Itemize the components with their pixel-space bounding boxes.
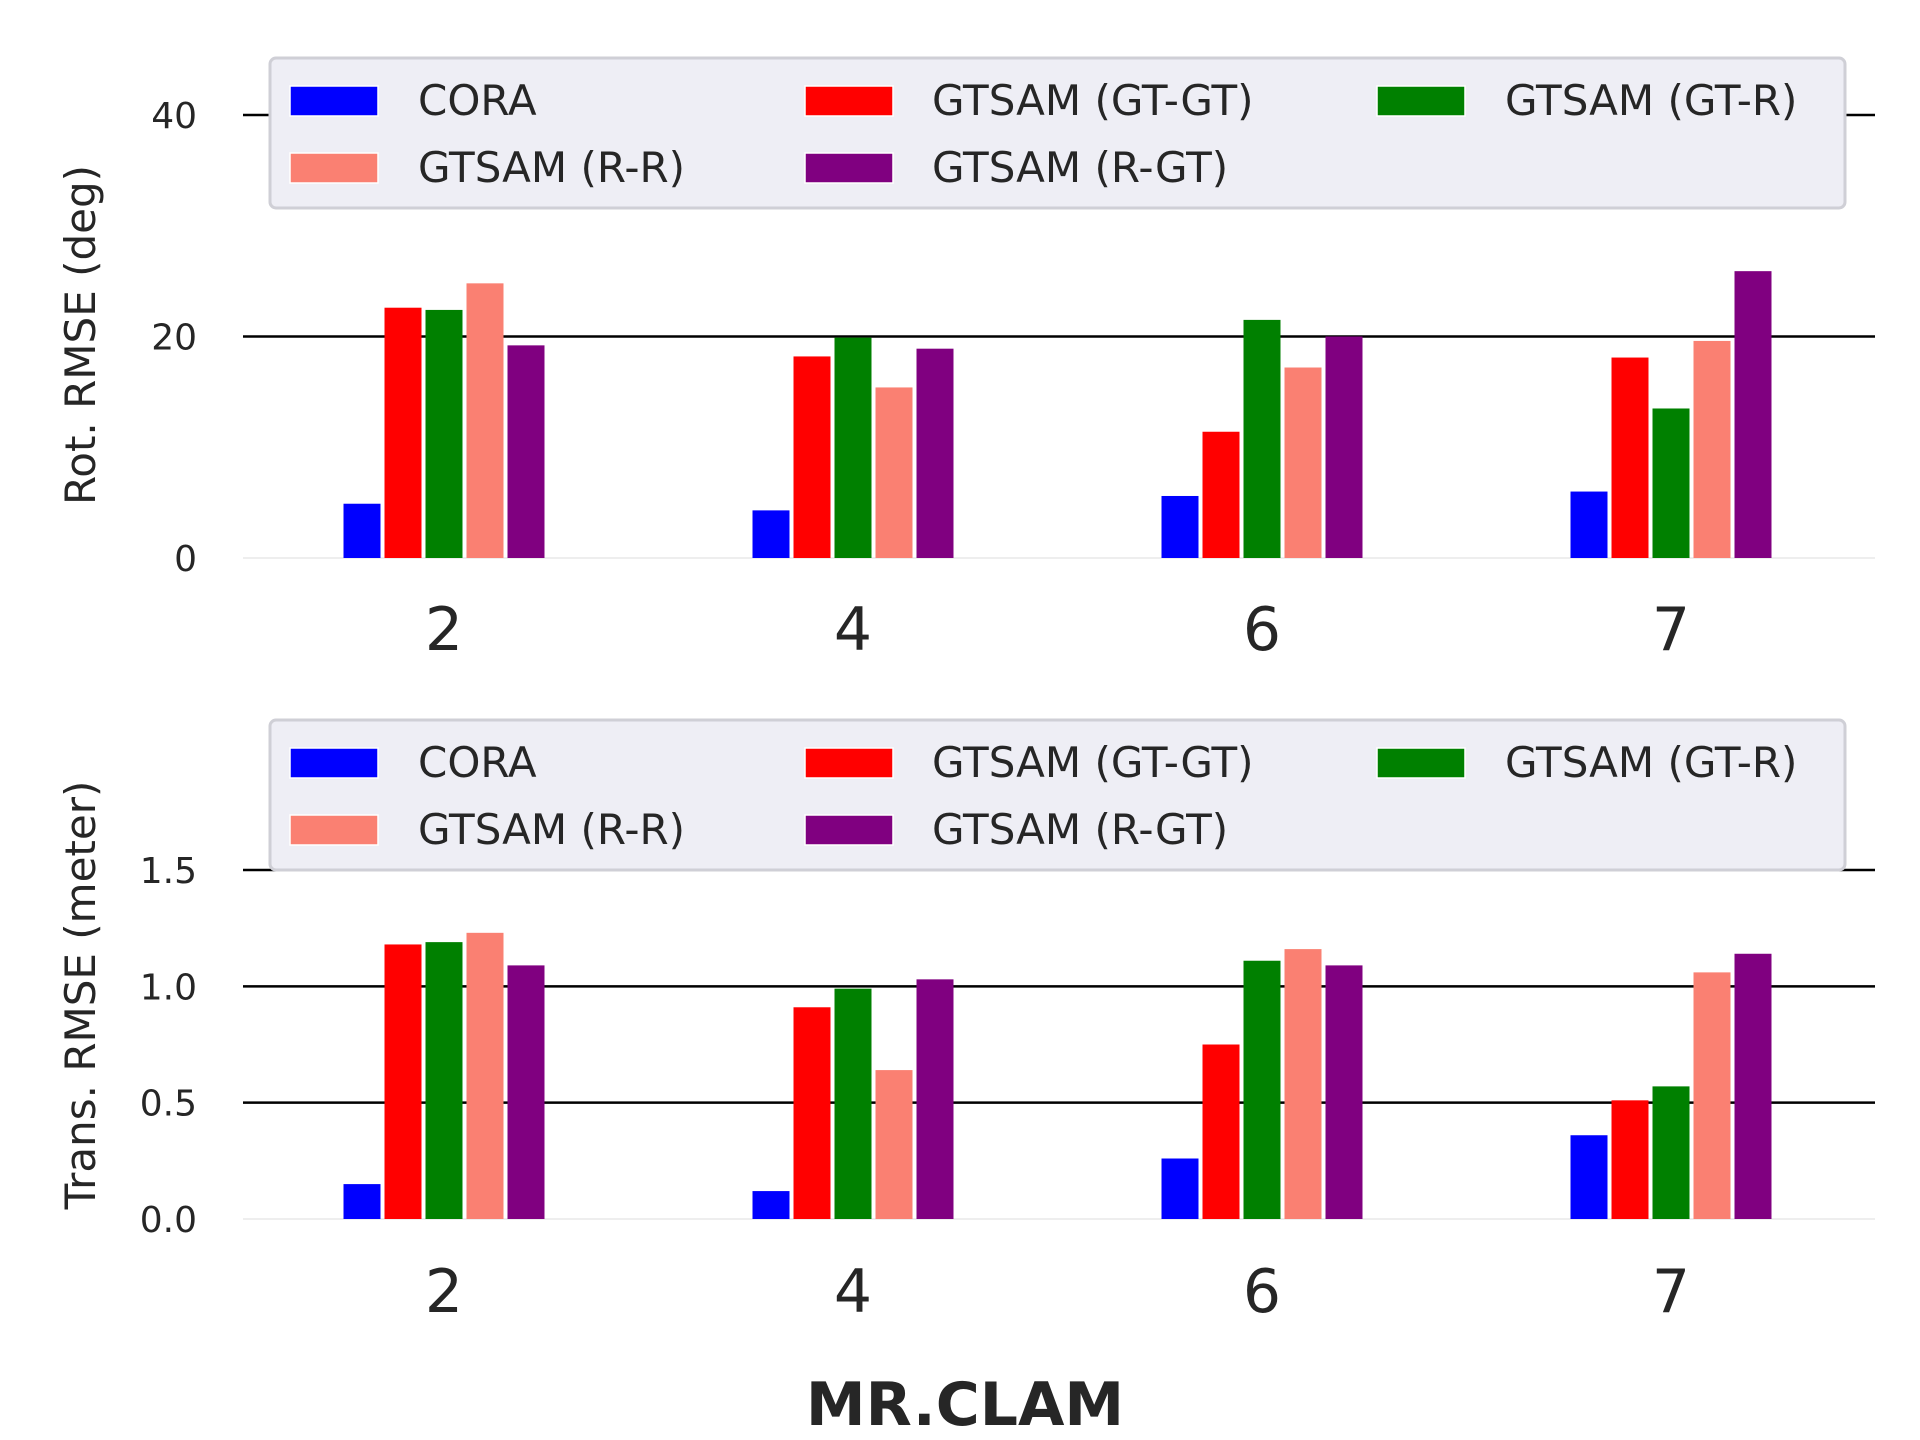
y-tick-label: 0.5 bbox=[140, 1084, 197, 1125]
legend-swatch bbox=[804, 152, 894, 184]
legend-label: GTSAM (R-R) bbox=[418, 805, 685, 854]
bar-gtsam-r-r-2 bbox=[466, 283, 504, 558]
bar-cora-6 bbox=[1161, 495, 1199, 558]
bar-gtsam-gt-r-2 bbox=[425, 942, 463, 1219]
legend-label: GTSAM (GT-R) bbox=[1505, 76, 1797, 125]
bar-gtsam-gt-r-4 bbox=[834, 337, 872, 558]
legend-swatch bbox=[804, 814, 894, 846]
bar-gtsam-r-r-2 bbox=[466, 932, 504, 1219]
legend-swatch bbox=[804, 85, 894, 117]
bar-cora-6 bbox=[1161, 1158, 1199, 1219]
legend-label: GTSAM (R-GT) bbox=[932, 143, 1228, 192]
y-tick-label: 0 bbox=[174, 539, 197, 580]
bar-gtsam-gt-r-7 bbox=[1652, 1086, 1690, 1219]
legend-swatch bbox=[289, 152, 379, 184]
legend-label: CORA bbox=[418, 76, 537, 125]
x-tick-label: 7 bbox=[1652, 1257, 1690, 1327]
y-axis-label: Rot. RMSE (deg) bbox=[56, 165, 105, 505]
legend-swatch bbox=[289, 814, 379, 846]
bar-gtsam-r-r-6 bbox=[1284, 367, 1322, 558]
x-tick-label: 7 bbox=[1652, 595, 1690, 665]
legend-label: CORA bbox=[418, 738, 537, 787]
bar-cora-4 bbox=[752, 510, 790, 558]
x-tick-label: 2 bbox=[425, 1257, 463, 1327]
bar-gtsam-gt-r-6 bbox=[1243, 960, 1281, 1219]
y-tick-label: 0.0 bbox=[140, 1200, 197, 1241]
bar-gtsam-r-gt-2 bbox=[507, 345, 545, 558]
rotation-rmse-panel: 0 20 40 2 4 6 7 Rot. RMSE (deg) CORA GTSAM (R-R) G… bbox=[56, 56, 1875, 665]
translation-rmse-panel: 0.0 0.5 1.0 1.5 2 4 6 7 Trans. RMSE (meter) CORA G… bbox=[56, 718, 1875, 1327]
legend-swatch bbox=[1376, 747, 1466, 779]
y-axis-label: Trans. RMSE (meter) bbox=[56, 781, 105, 1211]
x-tick-label: 2 bbox=[425, 595, 463, 665]
legend-swatch bbox=[289, 85, 379, 117]
bar-gtsam-gt-gt-4 bbox=[793, 1007, 831, 1219]
bar-cora-2 bbox=[343, 503, 381, 558]
legend: CORA GTSAM (R-R) GTSAM (GT-GT) GTSAM (R-GT)… bbox=[268, 718, 1847, 872]
x-tick-label: 6 bbox=[1243, 1257, 1281, 1327]
bar-gtsam-gt-gt-2 bbox=[384, 307, 422, 558]
bar-gtsam-gt-r-4 bbox=[834, 988, 872, 1219]
legend-swatch bbox=[804, 747, 894, 779]
bar-gtsam-gt-gt-4 bbox=[793, 356, 831, 558]
bar-gtsam-r-gt-6 bbox=[1325, 336, 1363, 558]
bar-gtsam-r-r-4 bbox=[875, 387, 913, 558]
x-tick-label: 6 bbox=[1243, 595, 1281, 665]
bar-gtsam-r-r-7 bbox=[1693, 972, 1731, 1219]
bar-gtsam-gt-gt-7 bbox=[1611, 1100, 1649, 1219]
bar-gtsam-r-gt-6 bbox=[1325, 965, 1363, 1219]
bar-gtsam-gt-gt-6 bbox=[1202, 431, 1240, 558]
legend-label: GTSAM (GT-GT) bbox=[932, 738, 1253, 787]
legend-label: GTSAM (GT-R) bbox=[1505, 738, 1797, 787]
y-tick-label: 40 bbox=[151, 96, 197, 137]
bar-gtsam-r-gt-4 bbox=[916, 348, 954, 558]
bar-cora-7 bbox=[1570, 1135, 1608, 1219]
bar-cora-4 bbox=[752, 1191, 790, 1219]
bar-gtsam-gt-r-6 bbox=[1243, 319, 1281, 558]
bar-gtsam-r-r-7 bbox=[1693, 340, 1731, 558]
figure-x-axis-label: MR.CLAM bbox=[806, 1370, 1124, 1440]
bar-gtsam-r-r-4 bbox=[875, 1070, 913, 1219]
bar-gtsam-gt-r-2 bbox=[425, 309, 463, 558]
legend: CORA GTSAM (R-R) GTSAM (GT-GT) GTSAM (R-GT)… bbox=[268, 56, 1847, 210]
bar-gtsam-r-gt-7 bbox=[1734, 271, 1772, 558]
bar-gtsam-r-gt-2 bbox=[507, 965, 545, 1219]
bar-gtsam-r-gt-4 bbox=[916, 979, 954, 1219]
bar-gtsam-r-r-6 bbox=[1284, 949, 1322, 1219]
x-tick-label: 4 bbox=[834, 595, 872, 665]
y-tick-label: 20 bbox=[151, 318, 197, 359]
bar-gtsam-r-gt-7 bbox=[1734, 953, 1772, 1219]
x-tick-label: 4 bbox=[834, 1257, 872, 1327]
bar-cora-7 bbox=[1570, 491, 1608, 558]
legend-label: GTSAM (R-GT) bbox=[932, 805, 1228, 854]
bar-gtsam-gt-gt-7 bbox=[1611, 357, 1649, 558]
bar-gtsam-gt-gt-2 bbox=[384, 944, 422, 1219]
bar-gtsam-gt-r-7 bbox=[1652, 408, 1690, 558]
bar-cora-2 bbox=[343, 1184, 381, 1219]
y-tick-label: 1.0 bbox=[140, 967, 197, 1008]
legend-label: GTSAM (R-R) bbox=[418, 143, 685, 192]
bar-gtsam-gt-gt-6 bbox=[1202, 1044, 1240, 1219]
y-tick-label: 1.5 bbox=[140, 851, 197, 892]
legend-label: GTSAM (GT-GT) bbox=[932, 76, 1253, 125]
legend-swatch bbox=[289, 747, 379, 779]
legend-swatch bbox=[1376, 85, 1466, 117]
